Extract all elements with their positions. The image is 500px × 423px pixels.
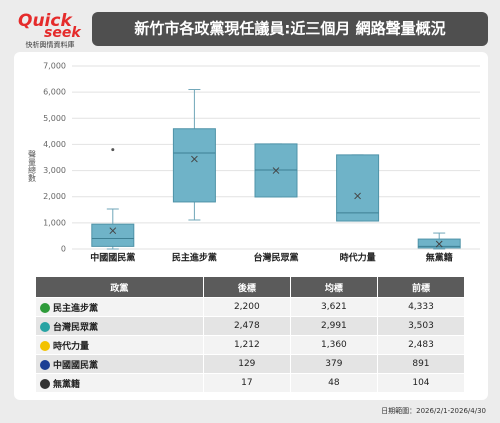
- party-cell: 時代力量: [35, 335, 204, 355]
- party-cell: 民主進步黨: [35, 297, 204, 317]
- x-tick-label: 民主進步黨: [172, 252, 217, 264]
- box: [91, 223, 135, 247]
- cell-value: 48: [328, 378, 340, 388]
- mean-marker: [191, 155, 198, 163]
- footer: 日期範圍：2026/2/1-2026/4/30: [381, 407, 486, 415]
- column-header: 前標: [376, 276, 466, 298]
- y-tick-label: 1,000: [43, 218, 66, 227]
- mean-marker: [354, 192, 361, 200]
- party-name: 中國國民黨: [53, 360, 99, 371]
- y-tick-label: 2,000: [43, 192, 66, 201]
- box: [336, 154, 380, 222]
- cell-value: 104: [412, 378, 430, 388]
- cell: 48: [289, 373, 378, 393]
- cell-value: 891: [412, 359, 430, 369]
- table-row: 民主進步黨 2,200 3,621 4,333: [35, 297, 466, 317]
- cell: 129: [202, 354, 291, 374]
- table-row: 台灣民眾黨 2,478 2,991 3,503: [35, 316, 466, 336]
- cell: 1,212: [202, 335, 291, 355]
- y-tick-label: 0: [61, 245, 66, 254]
- party-name: 時代力量: [53, 341, 90, 352]
- party-icon: [40, 359, 50, 370]
- title-banner: [92, 12, 488, 46]
- party-icon: [40, 378, 50, 389]
- cell-value: 17: [241, 378, 253, 388]
- y-axis-title: 聲量總數: [28, 150, 37, 183]
- column-header: 均標: [289, 276, 378, 298]
- cell-value: 1,212: [233, 340, 260, 350]
- cell: 2,483: [376, 335, 466, 355]
- cell-value: 129: [238, 359, 256, 369]
- party-name: 台灣民眾黨: [53, 322, 99, 333]
- column-header: 後標: [202, 276, 291, 298]
- cell-value: 2,478: [233, 321, 260, 331]
- cell-value: 4,333: [408, 302, 434, 312]
- table-row: 時代力量 1,212 1,360 2,483: [35, 335, 466, 355]
- cell-value: 2,200: [233, 302, 260, 312]
- logo-caption: 快析輿情資料庫: [26, 40, 75, 49]
- party-icon: [40, 302, 50, 313]
- y-tick-label: 5,000: [43, 114, 66, 123]
- cell-value: 379: [325, 359, 343, 369]
- party-cell: 中國國民黨: [35, 354, 204, 374]
- x-tick-label: 時代力量: [340, 252, 376, 264]
- cell: 17: [202, 373, 291, 393]
- party-cell: 無黨籍: [35, 373, 204, 393]
- cell: 4,333: [376, 297, 466, 317]
- logo-bottom: seek: [44, 25, 82, 41]
- cell-value: 3,621: [321, 302, 347, 312]
- cell-value: 3,503: [408, 321, 434, 331]
- cell: 891: [376, 354, 466, 374]
- party-name: 民主進步黨: [53, 303, 99, 314]
- title: 新竹市各政黨現任議員:近三個月 網路聲量概況: [134, 20, 445, 38]
- box: [172, 128, 216, 203]
- y-tick-label: 7,000: [43, 62, 66, 71]
- table-row: 中國國民黨 129 379 891: [35, 354, 466, 374]
- cell-value: 1,360: [321, 340, 347, 350]
- data-table: 政黨 後標 均標 前標民主進步黨 2,200 3,621 4,333 台灣民眾黨 2,478 2,…: [35, 276, 466, 393]
- cell: 1,360: [289, 335, 378, 355]
- y-tick-label: 6,000: [43, 88, 66, 97]
- cell: 3,503: [376, 316, 466, 336]
- cell-value: 2,483: [408, 340, 434, 350]
- x-tick-label: 無黨籍: [426, 252, 453, 264]
- cell-value: 2,991: [321, 321, 347, 331]
- cell: 3,621: [289, 297, 378, 317]
- party-cell: 台灣民眾黨: [35, 316, 204, 336]
- cell: 379: [289, 354, 378, 374]
- cell: 104: [376, 373, 466, 393]
- party-name: 無黨籍: [53, 379, 81, 390]
- cell: 2,478: [202, 316, 291, 336]
- outlier: [111, 148, 115, 152]
- table-row: 無黨籍 17 48 104: [35, 373, 466, 393]
- logo-top: Quick: [18, 11, 73, 31]
- y-tick-label: 3,000: [43, 166, 66, 175]
- cell: 2,991: [289, 316, 378, 336]
- mean-marker: [272, 167, 280, 174]
- x-tick-label: 中國國民黨: [90, 252, 135, 264]
- cell: 2,200: [202, 297, 291, 317]
- mean-marker: [435, 240, 443, 248]
- party-icon: [40, 321, 50, 332]
- x-tick-label: 台灣民眾黨: [253, 252, 298, 264]
- column-header: 政黨: [35, 276, 204, 298]
- party-icon: [40, 340, 50, 351]
- y-tick-label: 4,000: [43, 140, 66, 149]
- mean-marker: [109, 227, 117, 235]
